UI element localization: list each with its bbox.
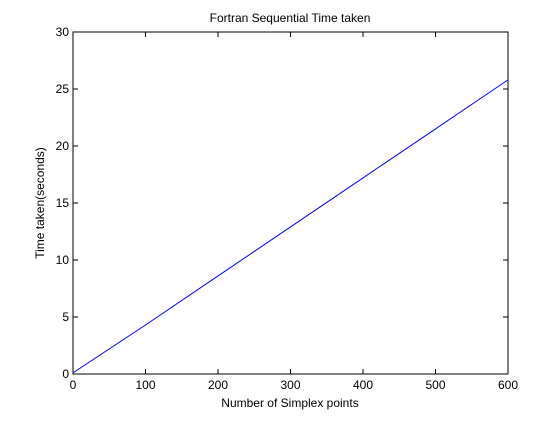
chart-title: Fortran Sequential Time taken [210, 11, 371, 25]
y-tick-label: 20 [56, 139, 70, 153]
x-tick-label: 600 [498, 378, 518, 392]
y-tick-label: 5 [62, 310, 69, 324]
x-tick-label: 100 [135, 378, 155, 392]
y-tick-label: 0 [62, 367, 69, 381]
x-tick-label: 300 [280, 378, 300, 392]
y-tick-label: 25 [56, 82, 70, 96]
x-axis-ticks: 0 100 200 300 400 500 600 [70, 32, 518, 392]
y-axis-ticks: 0 5 10 15 20 25 30 [56, 25, 508, 381]
x-axis-label: Number of Simplex points [221, 396, 358, 410]
y-axis-label: Time taken(seconds) [33, 147, 47, 259]
y-tick-label: 30 [56, 25, 70, 39]
y-tick-label: 10 [56, 253, 70, 267]
series-line [72, 79, 509, 374]
x-tick-label: 500 [425, 378, 445, 392]
x-tick-label: 200 [208, 378, 228, 392]
plot-area [72, 31, 509, 375]
series-layer [72, 79, 509, 374]
x-tick-label: 0 [70, 378, 77, 392]
y-tick-label: 15 [56, 196, 70, 210]
x-tick-label: 400 [353, 378, 373, 392]
